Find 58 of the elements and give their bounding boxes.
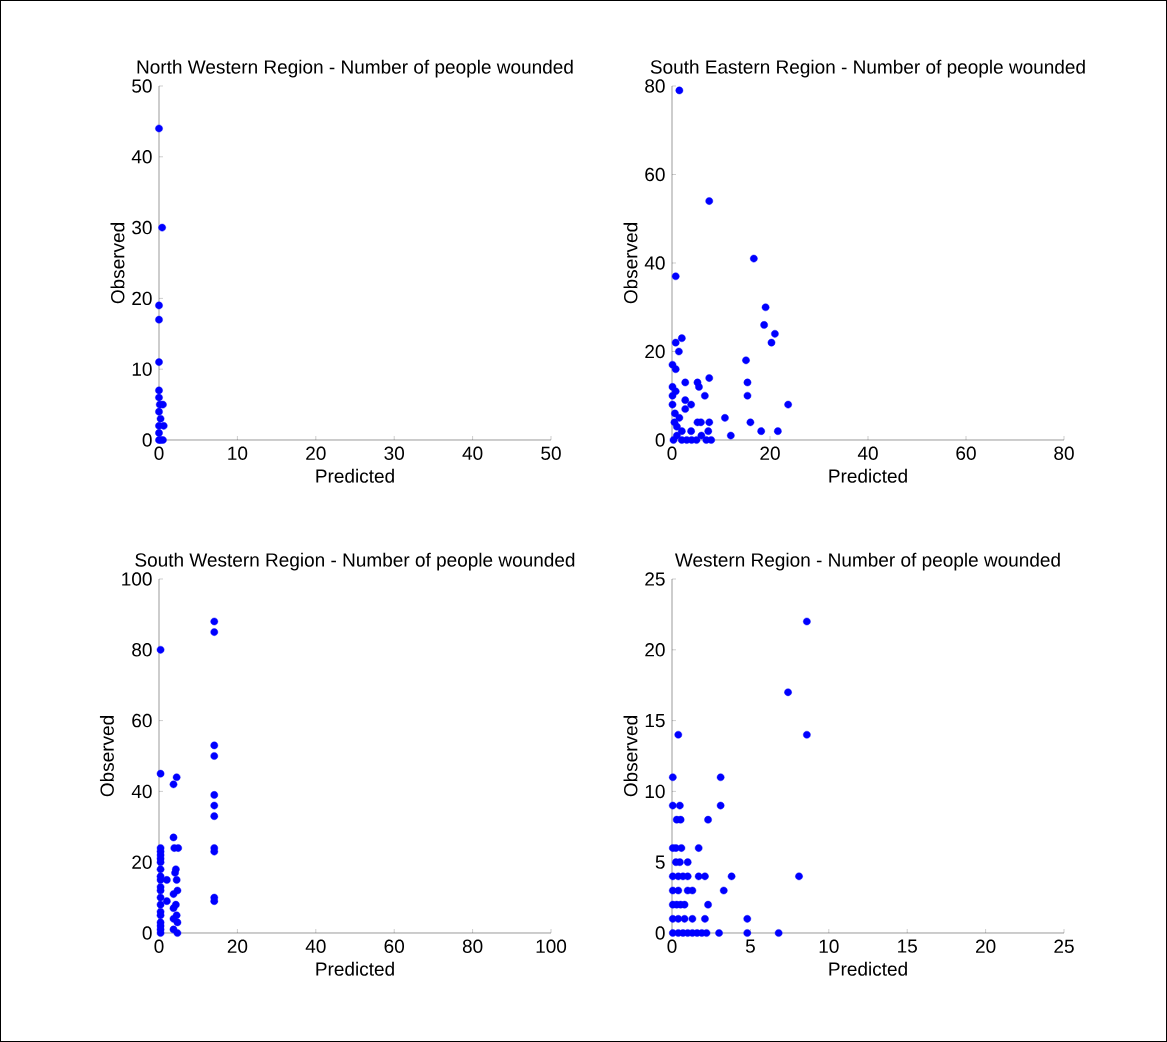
x-tick-label: 20: [227, 939, 248, 953]
x-axis-title: Predicted: [829, 468, 907, 483]
y-tick-label: 10: [645, 784, 665, 799]
chart-title: North Western Region - Number of people wounded: [137, 59, 573, 78]
x-tick-label: 0: [154, 939, 164, 953]
y-tick-label: 40: [644, 256, 665, 270]
y-tick-label: 60: [645, 167, 665, 182]
x-tick-label: 5: [745, 939, 755, 953]
x-tick-label: 10: [819, 939, 839, 953]
y-tick-label: 30: [132, 220, 152, 235]
y-tick-label: 20: [132, 855, 152, 869]
y-tick-label: 15: [645, 713, 665, 728]
x-tick-label: 15: [898, 939, 917, 953]
y-tick-label: 50: [132, 79, 152, 93]
x-tick-label: 25: [1054, 939, 1074, 953]
y-tick-label: 5: [655, 855, 665, 869]
x-tick-label: 60: [956, 446, 976, 460]
chart-title: South Western Region - Number of people wounded: [135, 552, 575, 571]
x-axis-title: Predicted: [829, 961, 907, 976]
x-tick-label: 50: [541, 446, 561, 460]
y-tick-label: 0: [142, 433, 152, 447]
y-tick-label: 80: [645, 79, 665, 93]
y-tick-label: 20: [132, 291, 152, 306]
x-tick-label: 20: [306, 446, 326, 460]
x-tick-label: 80: [462, 939, 483, 953]
x-axis-title: Predicted: [316, 468, 394, 483]
x-tick-label: 80: [1054, 446, 1074, 460]
y-tick-label: 20: [645, 643, 665, 657]
chart-title: South Eastern Region - Number of people wounded: [650, 59, 1085, 78]
y-tick-label: 60: [132, 713, 152, 728]
y-tick-label: 0: [142, 926, 152, 940]
x-tick-label: 40: [857, 446, 878, 460]
x-tick-label: 30: [384, 446, 405, 460]
y-tick-label: 0: [655, 926, 665, 940]
x-tick-label: 60: [384, 939, 405, 953]
x-tick-label: 20: [760, 446, 780, 460]
x-tick-label: 10: [228, 446, 248, 460]
x-axis-title: Predicted: [316, 961, 394, 976]
y-tick-label: 40: [131, 784, 152, 799]
y-axis-title: Observed: [623, 716, 638, 797]
y-tick-label: 25: [645, 572, 665, 586]
x-tick-label: 20: [976, 939, 996, 953]
x-tick-label: 0: [154, 446, 164, 460]
y-tick-label: 10: [132, 362, 152, 376]
y-tick-label: 0: [655, 433, 665, 447]
x-tick-label: 40: [462, 446, 483, 460]
y-tick-label: 20: [645, 344, 665, 359]
y-axis-title: Observed: [623, 223, 638, 304]
x-tick-label: 0: [667, 446, 677, 460]
y-axis-title: Observed: [99, 716, 114, 797]
x-tick-label: 100: [536, 939, 567, 953]
x-tick-label: 0: [667, 939, 677, 953]
y-tick-label: 40: [131, 150, 152, 164]
y-tick-label: 100: [122, 572, 152, 586]
chart-title: Western Region - Number of people wounded: [674, 552, 1060, 571]
x-tick-label: 40: [305, 939, 326, 953]
y-tick-label: 80: [132, 643, 152, 657]
y-axis-title: Observed: [110, 223, 125, 304]
